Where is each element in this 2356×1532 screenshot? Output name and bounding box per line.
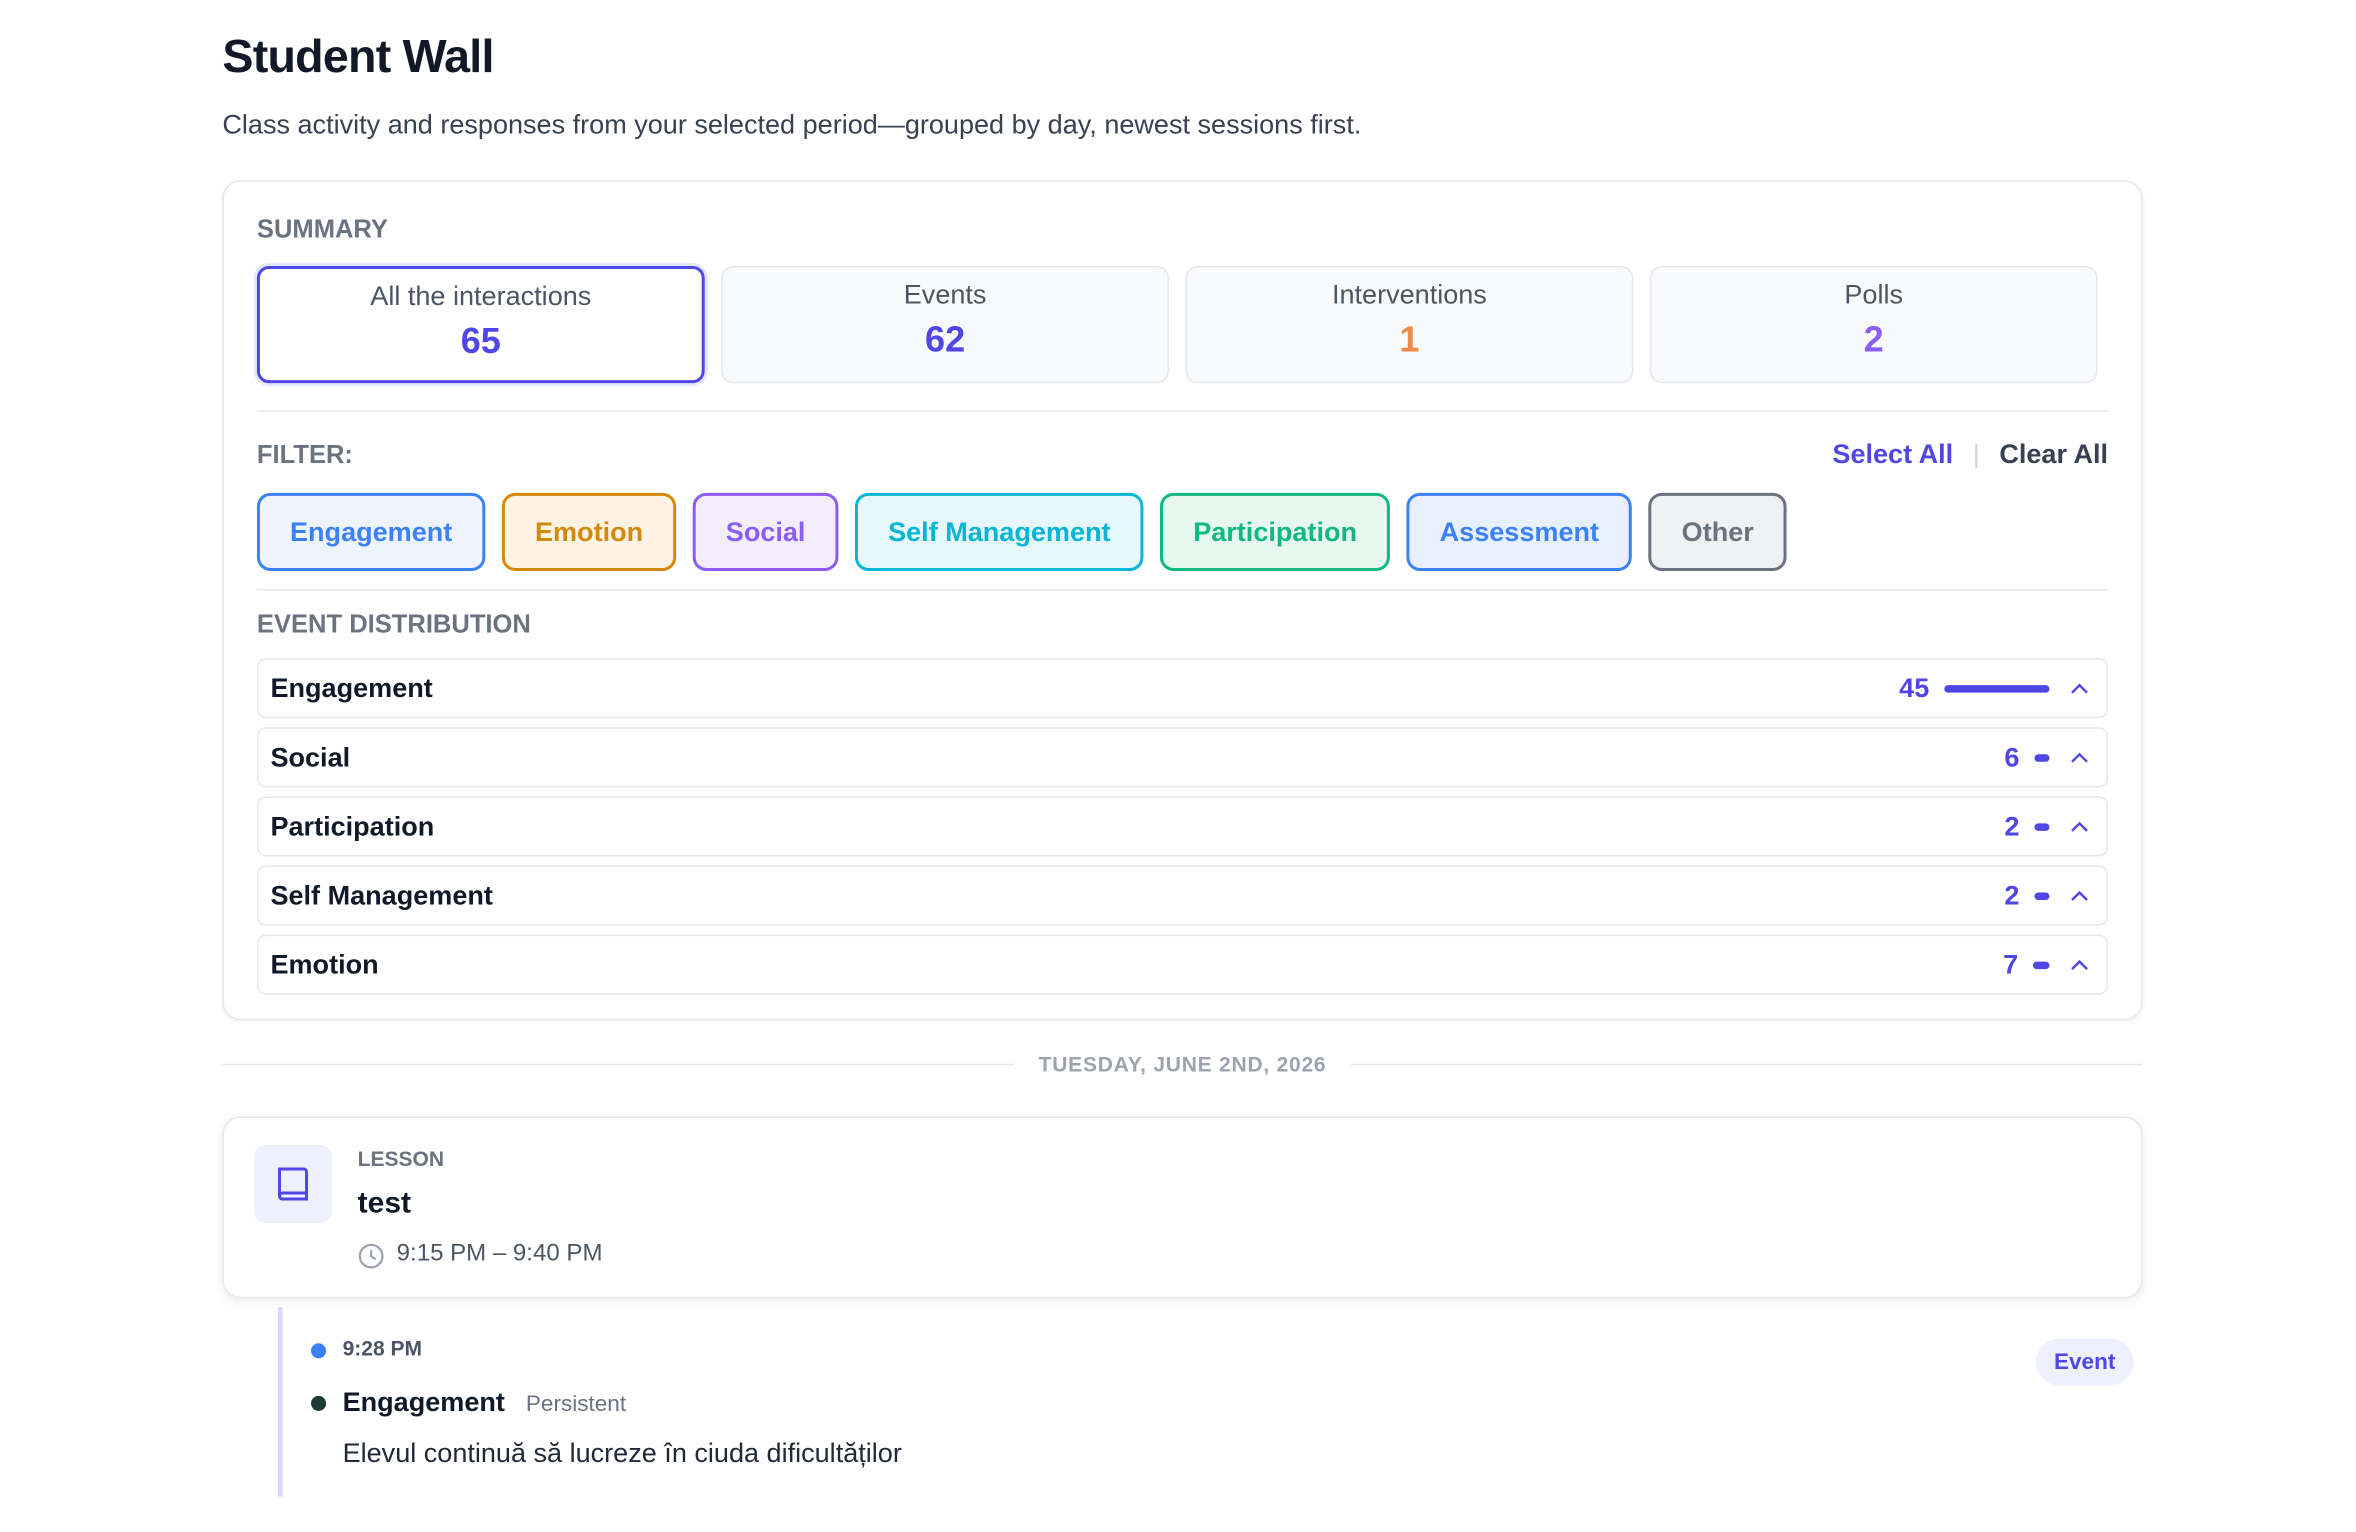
card-value: 2 (1863, 320, 1884, 361)
row-name: Social (270, 741, 351, 772)
row-name: Participation (270, 810, 435, 841)
timeline (277, 1307, 283, 1497)
filter-chip[interactable]: Social (692, 492, 839, 571)
filter-chip[interactable]: Emotion (501, 492, 677, 571)
distribution-row[interactable]: Emotion 7 (256, 934, 2109, 995)
day-separator: TUESDAY, JUNE 2ND, 2026 (222, 1051, 2143, 1076)
card-label: Interventions (1331, 279, 1487, 310)
card-value: 62 (925, 320, 966, 361)
row-count: 6 (2004, 741, 2020, 772)
lesson-card[interactable]: LESSON test 9:15 PM – 9:40 PM (222, 1116, 2143, 1299)
distribution-row[interactable]: Social 6 (256, 727, 2109, 788)
filter-chip[interactable]: Assessment (1406, 492, 1633, 571)
filter-label: FILTER: (256, 440, 353, 469)
filter-actions: Select All | Clear All (1832, 439, 2108, 471)
separator: | (1972, 438, 1980, 469)
row-bar (2034, 753, 2050, 762)
lesson-time: 9:15 PM – 9:40 PM (396, 1241, 603, 1267)
clock-icon (358, 1243, 384, 1269)
lesson-icon (253, 1144, 333, 1224)
day-date: TUESDAY, JUNE 2ND, 2026 (1038, 1051, 1327, 1076)
row-count: 45 (1899, 672, 1930, 703)
summary-label: SUMMARY (256, 214, 388, 244)
chevron[interactable] (2071, 820, 2089, 832)
row-bar (1944, 684, 2050, 692)
card-value: 1 (1399, 320, 1420, 361)
row-count: 2 (2004, 810, 2020, 841)
clear-all[interactable]: Clear All (1999, 438, 2109, 469)
category-dot (311, 1395, 327, 1411)
summary-cards: All the interactions 65 Events 62 Interventi… (256, 265, 2098, 384)
select-all[interactable]: Select All (1832, 438, 1954, 469)
entry-category: Engagement (342, 1386, 505, 1417)
subtitle: Class activity and responses from your s… (222, 109, 1362, 140)
distribution-row[interactable]: Engagement 45 (256, 658, 2109, 719)
summary-card[interactable]: All the interactions 65 (256, 265, 705, 384)
book-icon (277, 1167, 309, 1201)
filter-chip[interactable]: Other (1648, 492, 1787, 571)
distribution-row[interactable]: Self Management 2 (256, 865, 2109, 926)
filter-chip[interactable]: Engagement (256, 492, 486, 571)
row-bar (2034, 891, 2050, 900)
card-value: 65 (460, 321, 501, 363)
chevron[interactable] (2071, 682, 2089, 694)
row-name: Self Management (270, 879, 493, 910)
filter-chip[interactable]: Self Management (855, 492, 1144, 571)
row-count: 2 (2004, 879, 2020, 910)
row-name: Emotion (270, 948, 379, 979)
entry-text: Elevul continuă să lucreze în ciuda difi… (342, 1437, 902, 1468)
summary-card[interactable]: Interventions 1 (1185, 265, 1634, 384)
page-title: Student Wall (222, 30, 494, 83)
row-bar (2034, 822, 2050, 831)
filter-chips: Engagement Emotion Social Self Management Pa… (256, 492, 1787, 571)
row-name: Engagement (270, 672, 433, 703)
chevron[interactable] (2071, 959, 2089, 971)
card-label: Events (903, 279, 987, 310)
distribution-row[interactable]: Participation 2 (256, 796, 2109, 857)
row-bar (2033, 960, 2050, 969)
filter-chip[interactable]: Participation (1160, 492, 1391, 571)
summary-card[interactable]: Polls 2 (1649, 265, 2098, 384)
entry-badge: Event (2035, 1338, 2134, 1386)
entry-tag: Persistent (525, 1391, 627, 1417)
card-label: Polls (1844, 279, 1903, 310)
summary-card[interactable]: Events 62 (721, 265, 1169, 384)
summary-panel: SUMMARY All the interactions 65 Events 62 In… (222, 180, 2143, 1021)
time-dot (311, 1343, 327, 1359)
divider (256, 588, 2109, 591)
chevron[interactable] (2071, 751, 2089, 763)
row-count: 7 (2003, 948, 2019, 979)
divider (256, 410, 2109, 412)
distribution-label: EVENT DISTRIBUTION (256, 610, 531, 639)
distribution-rows: Engagement 45 Social 6 Participation 2 Self Ma… (256, 658, 2109, 1004)
card-label: All the interactions (370, 280, 592, 312)
lesson-kind: LESSON (357, 1146, 445, 1171)
chevron[interactable] (2071, 890, 2089, 902)
lesson-title: test (357, 1187, 412, 1221)
entry-time: 9:28 PM (342, 1335, 423, 1360)
